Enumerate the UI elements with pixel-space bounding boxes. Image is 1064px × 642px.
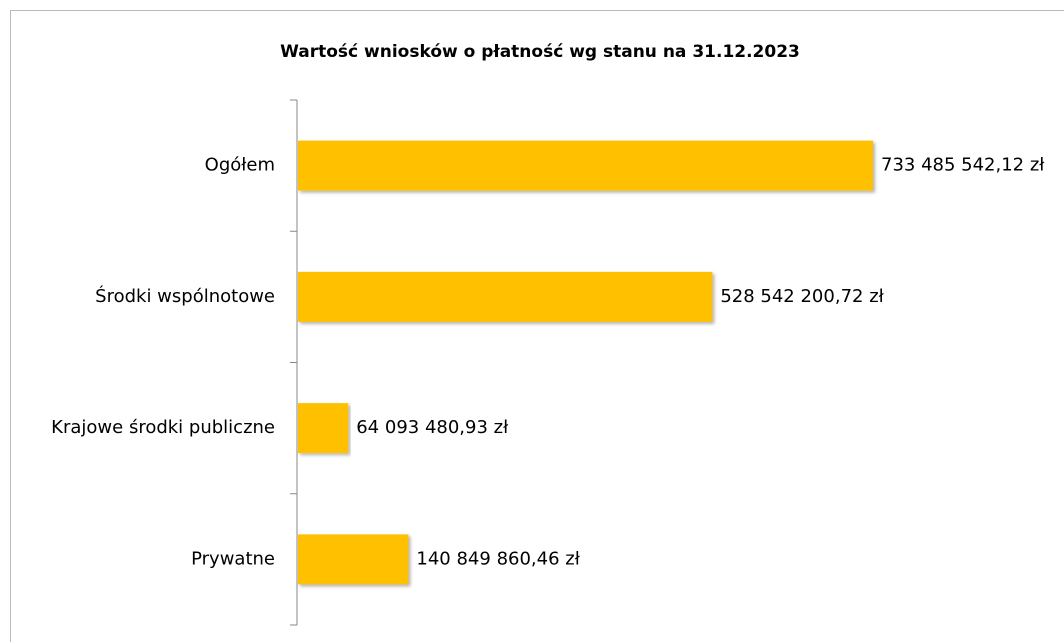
chart-border [10, 10, 1064, 642]
category-label: Środki wspólnotowe [95, 285, 275, 307]
bar [298, 534, 409, 585]
value-label: 733 485 542,12 zł [881, 155, 1045, 176]
value-label: 140 849 860,46 zł [416, 548, 580, 569]
bar [298, 403, 349, 454]
category-label: Prywatne [191, 548, 275, 569]
chart-title: Wartość wniosków o płatność wg stanu na … [280, 42, 800, 62]
value-label: 64 093 480,93 zł [356, 417, 509, 438]
value-label: 528 542 200,72 zł [720, 286, 884, 307]
category-label: Ogółem [205, 155, 275, 176]
category-label: Krajowe środki publiczne [51, 417, 275, 438]
bar [298, 271, 713, 322]
bar [298, 140, 873, 191]
